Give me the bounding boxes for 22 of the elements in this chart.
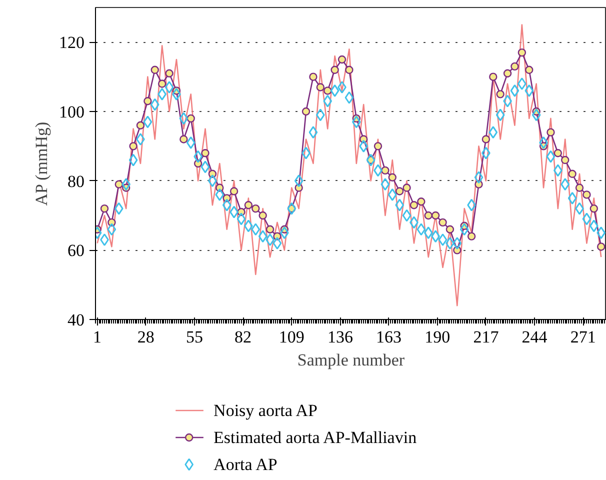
y-tick-label: 80	[68, 172, 84, 191]
y-axis-title: AP (mmHg)	[32, 122, 51, 206]
x-tick-label: 163	[376, 328, 402, 346]
x-tick-label: 82	[234, 328, 252, 346]
x-tick-label: 136	[327, 328, 353, 346]
x-tick-label: 1	[93, 328, 102, 346]
legend-label: Estimated aorta AP-Malliavin	[214, 428, 418, 447]
legend-label: Aorta AP	[214, 455, 278, 474]
x-tick-label: 217	[473, 328, 500, 346]
x-tick-label: 109	[278, 328, 304, 346]
x-tick-label: 55	[186, 328, 203, 346]
x-tick-label: 190	[424, 328, 450, 346]
y-tick-label: 60	[68, 241, 84, 260]
y-tick-label: 100	[59, 102, 84, 122]
x-tick-label: 28	[137, 328, 154, 346]
y-tick-label: 120	[59, 33, 84, 52]
x-tick-label: 271	[570, 328, 596, 346]
x-tick-label: 244	[522, 328, 548, 346]
y-tick-label: 40	[68, 310, 84, 330]
line-series	[96, 24, 602, 306]
legend-label: Noisy aorta AP	[214, 401, 318, 420]
x-axis-title: Sample number	[297, 350, 405, 370]
